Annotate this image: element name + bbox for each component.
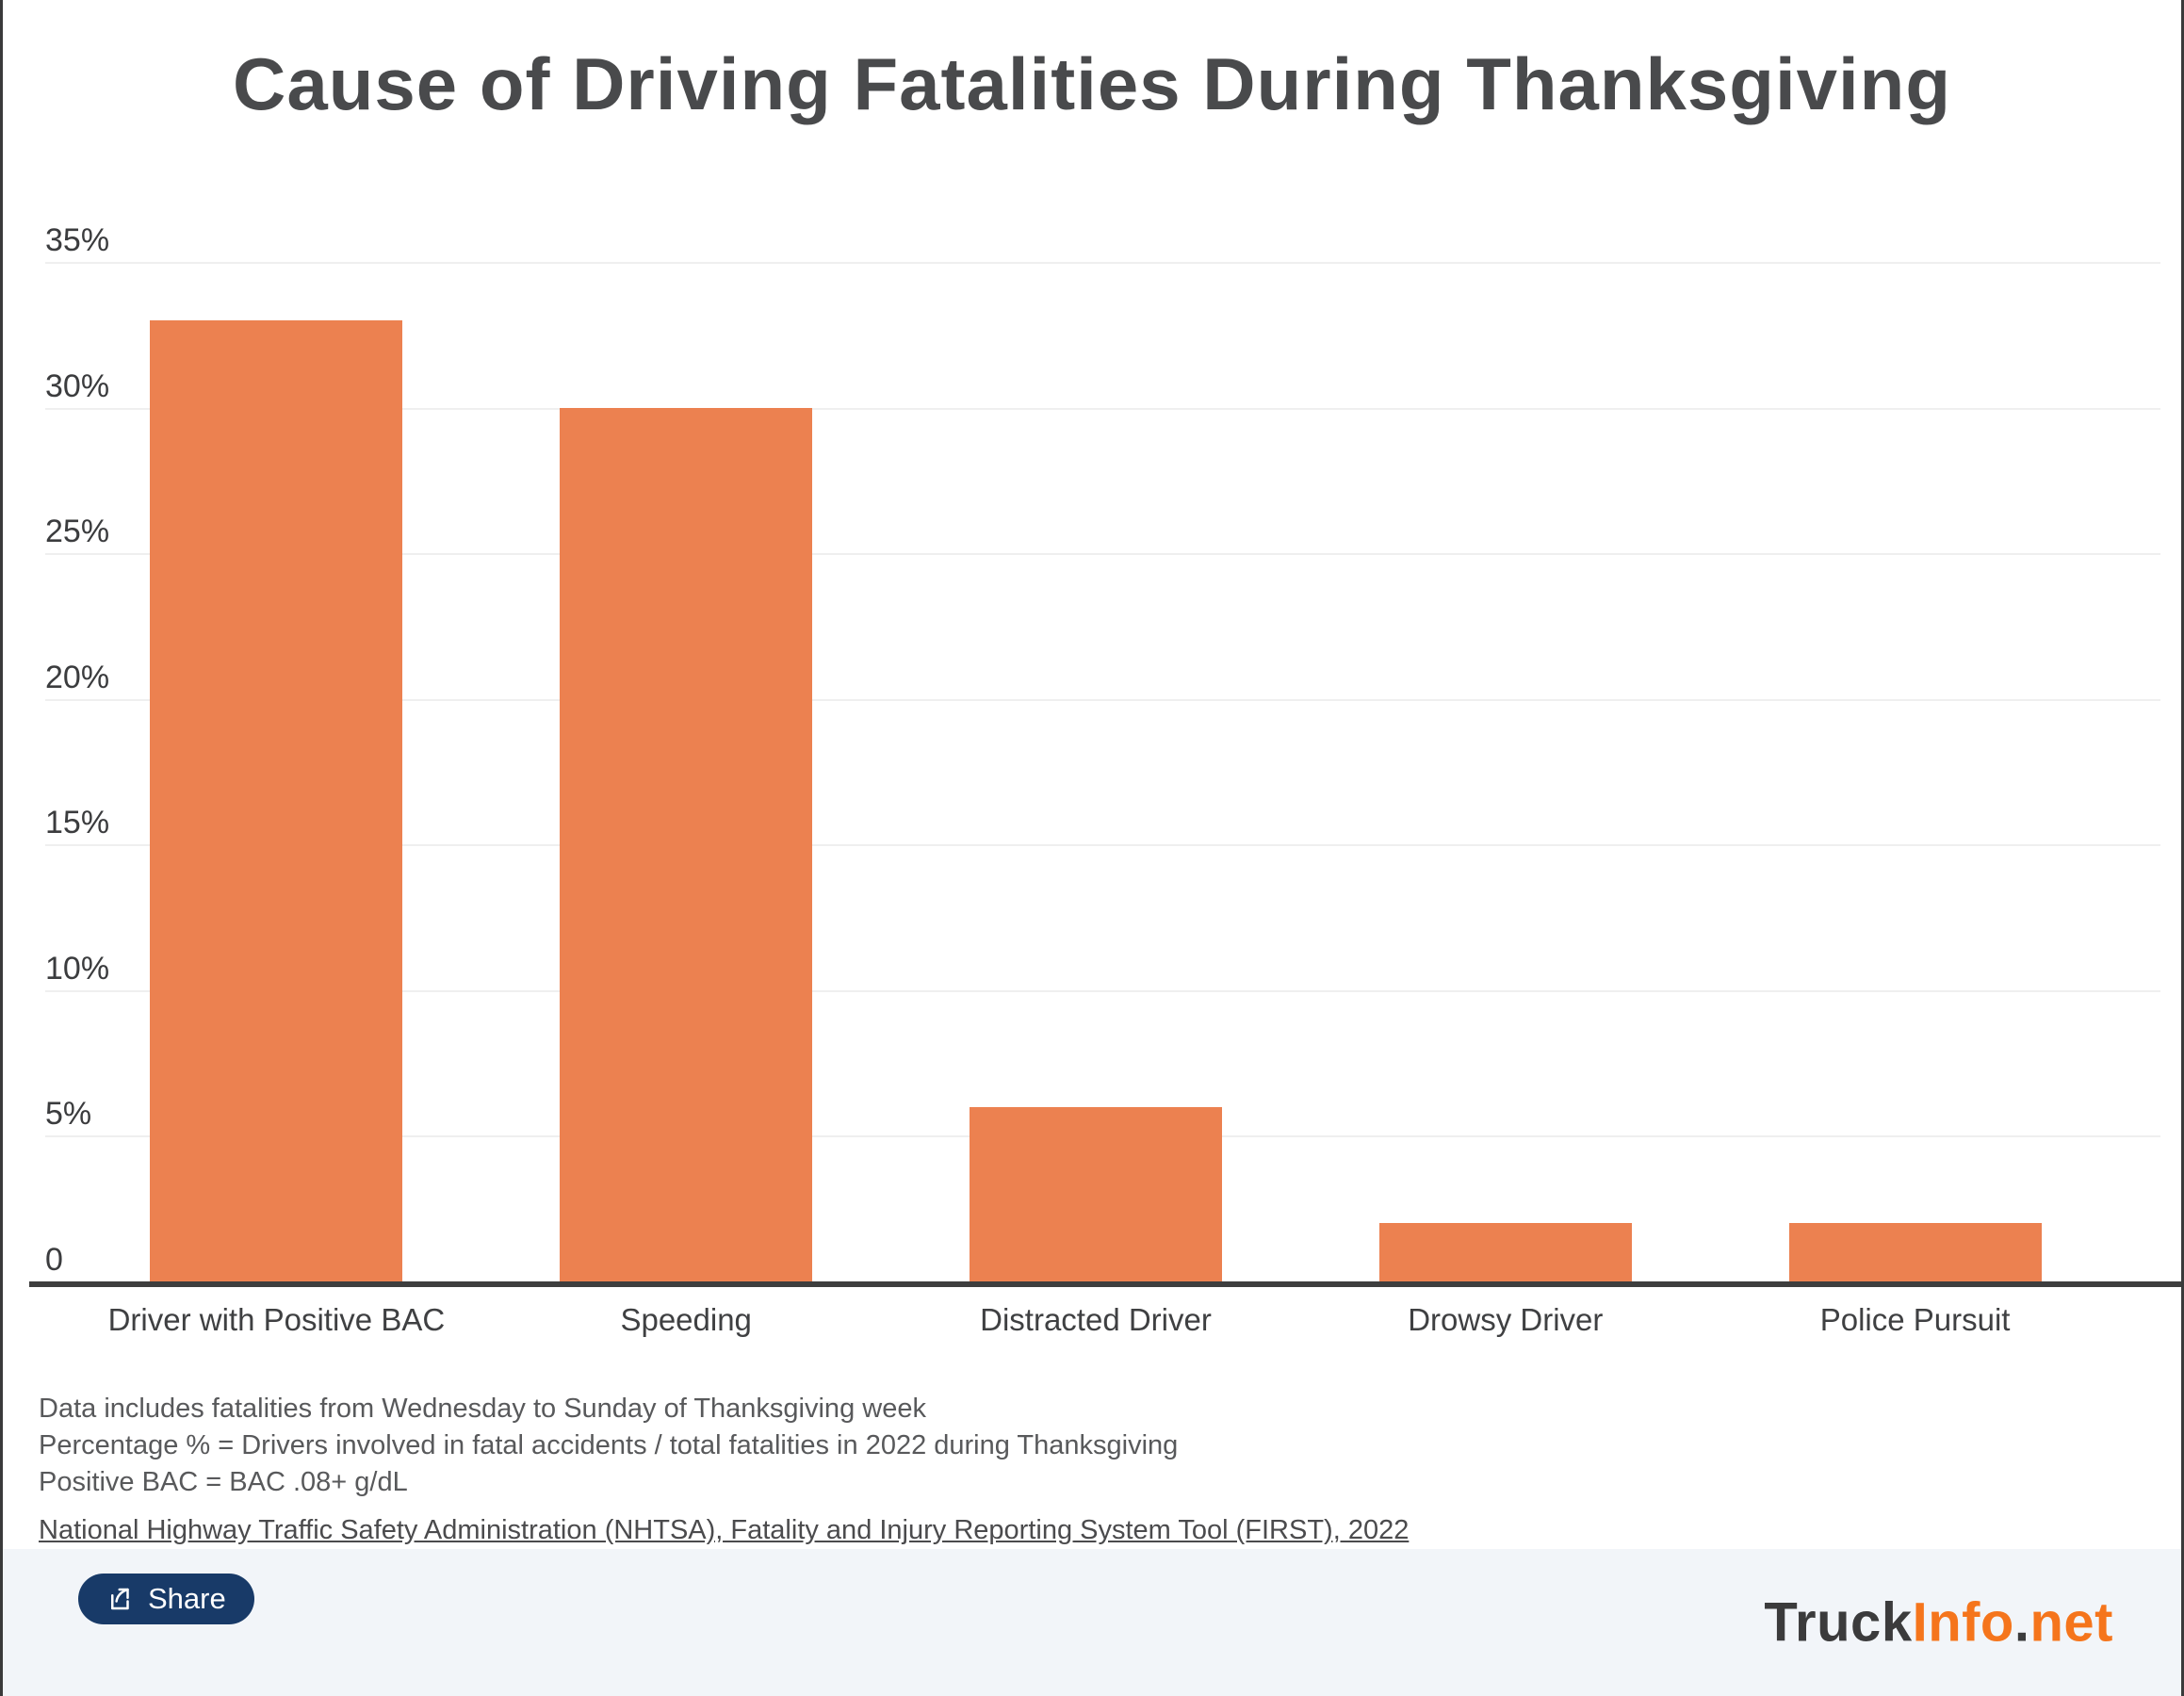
y-tick-label: 30% [45, 367, 110, 404]
source-link[interactable]: National Highway Traffic Safety Administ… [39, 1515, 1410, 1545]
x-axis-labels: Driver with Positive BAC Speeding Distract… [72, 1302, 2120, 1338]
share-button[interactable]: Share [78, 1574, 254, 1624]
x-axis-label: Distracted Driver [980, 1302, 1212, 1337]
footnote-line: Positive BAC = BAC .08+ g/dL [39, 1467, 408, 1497]
bar-chart: 35% 30% 25% 20% 15% 10% 5% 0 [45, 222, 2160, 1281]
y-tick-label: 20% [45, 659, 110, 695]
y-tick-label: 5% [45, 1096, 92, 1133]
share-icon [106, 1585, 135, 1613]
y-tick-label: 10% [45, 950, 110, 987]
logo-part-info: Info [1912, 1591, 2014, 1654]
y-tick-label: 0 [45, 1242, 63, 1278]
bar-speeding [560, 407, 813, 1281]
y-tick-label: 35% [45, 222, 110, 258]
footnotes: Data includes fatalities from Wednesday … [39, 1391, 1178, 1501]
truckinfo-logo[interactable]: TruckInfo.net [1764, 1591, 2113, 1655]
bar-cell [1300, 262, 1710, 1281]
bar-drowsy-driver [1378, 1223, 1632, 1281]
gridline [45, 262, 2160, 264]
y-tick-label: 25% [45, 514, 110, 550]
footnote-line: Data includes fatalities from Wednesday … [39, 1394, 926, 1424]
share-button-label: Share [148, 1582, 226, 1615]
x-axis-label: Driver with Positive BAC [107, 1302, 446, 1337]
gridline [45, 553, 2160, 556]
x-axis-line [29, 1281, 2181, 1287]
bar-cell [72, 262, 481, 1281]
gridline [45, 989, 2160, 992]
bar-driver-with-positive-bac [150, 319, 403, 1281]
x-axis-label: Drowsy Driver [1408, 1302, 1604, 1337]
bar-police-pursuit [1788, 1223, 2042, 1281]
bar-cell [891, 262, 1301, 1281]
bar-distracted-driver [969, 1106, 1222, 1281]
gridline [45, 844, 2160, 847]
logo-part-truck: Truck [1764, 1591, 1913, 1654]
y-tick-label: 15% [45, 805, 110, 841]
bar-cell [1710, 262, 2120, 1281]
footnote-line: Percentage % = Drivers involved in fatal… [39, 1430, 1179, 1460]
bar-cell [481, 262, 891, 1281]
x-axis-label: Speeding [620, 1302, 752, 1337]
footer-bar: Share TruckInfo.net [3, 1549, 2181, 1696]
gridline [45, 407, 2160, 410]
logo-part-dot: . [2013, 1591, 2030, 1654]
logo-part-net: net [2029, 1591, 2113, 1654]
gridline [45, 698, 2160, 701]
page-title: Cause of Driving Fatalities During Thank… [233, 42, 1951, 125]
bars-row [72, 262, 2120, 1281]
x-axis-label: Police Pursuit [1819, 1302, 2011, 1337]
